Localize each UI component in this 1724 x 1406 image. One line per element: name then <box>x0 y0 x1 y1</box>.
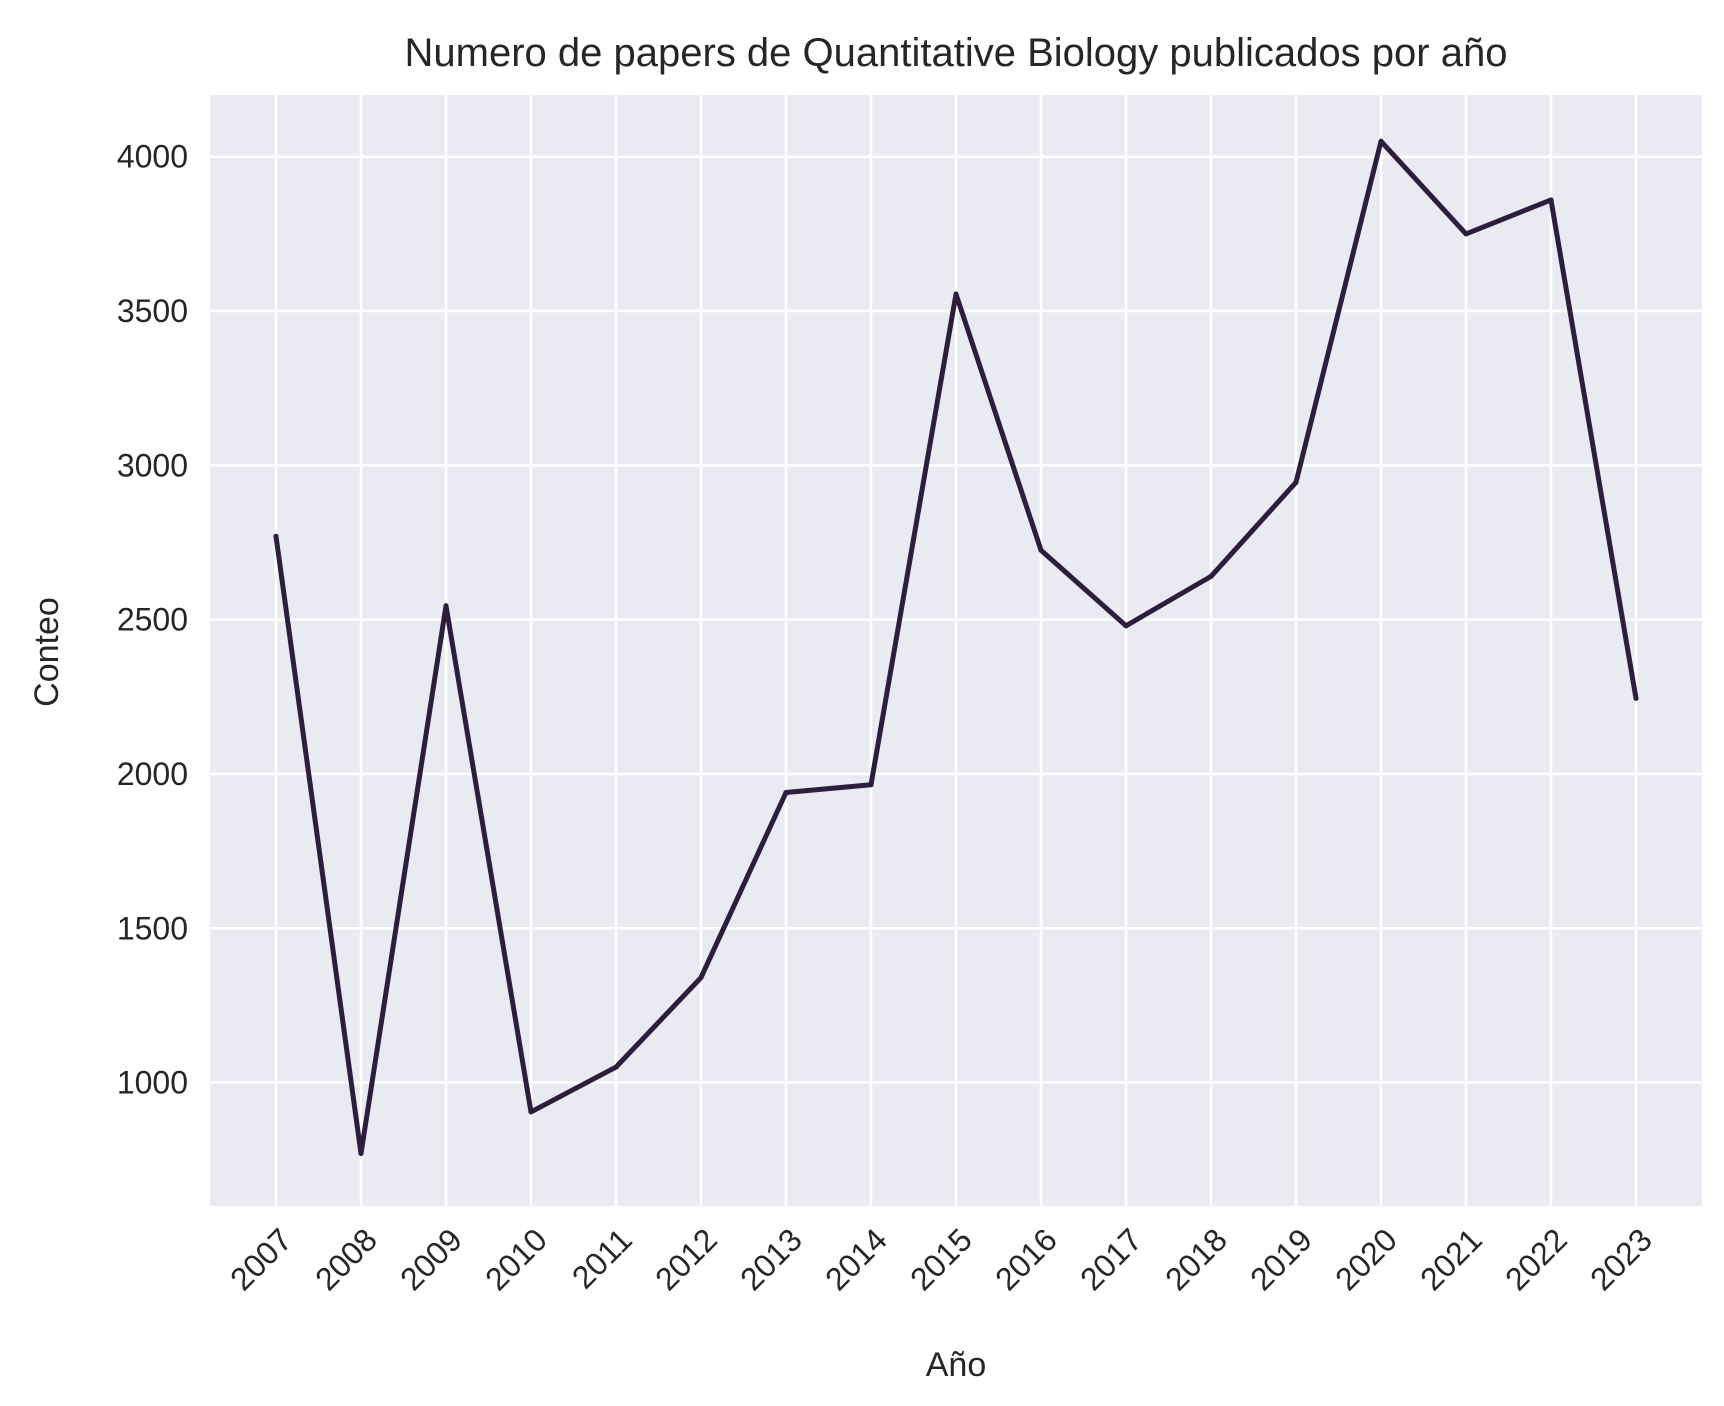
data-point <box>1463 231 1469 237</box>
y-tick-label: 3500 <box>117 293 188 329</box>
x-tick-label: 2007 <box>223 1221 299 1297</box>
x-tick-label: 2021 <box>1413 1221 1489 1297</box>
x-tick-label: 2014 <box>818 1221 894 1297</box>
y-tick-label: 4000 <box>117 139 188 175</box>
data-point <box>1123 623 1129 629</box>
y-tick-labels: 1000 1500 2000 2500 3000 3500 4000 <box>117 139 188 1101</box>
x-tick-label: 2023 <box>1583 1221 1659 1297</box>
y-tick-label: 2000 <box>117 756 188 792</box>
x-tick-label: 2008 <box>308 1221 384 1297</box>
y-tick-label: 3000 <box>117 447 188 483</box>
y-tick-label: 1000 <box>117 1065 188 1101</box>
data-point <box>1548 197 1554 203</box>
grid <box>210 95 1702 1206</box>
y-axis-label: Conteo <box>28 597 66 707</box>
x-tick-label: 2018 <box>1158 1221 1234 1297</box>
x-tick-label: 2015 <box>903 1221 979 1297</box>
x-tick-label: 2020 <box>1328 1221 1404 1297</box>
data-point <box>698 975 704 981</box>
x-tick-label: 2019 <box>1243 1221 1319 1297</box>
x-tick-label: 2022 <box>1498 1221 1574 1297</box>
data-point <box>613 1064 619 1070</box>
data-point <box>868 782 874 788</box>
data-point <box>273 533 279 539</box>
x-axis-label: Año <box>926 1346 987 1384</box>
data-point <box>443 603 449 609</box>
x-tick-label: 2012 <box>648 1221 724 1297</box>
x-tick-label: 2016 <box>988 1221 1064 1297</box>
data-point <box>783 789 789 795</box>
data-point <box>528 1109 534 1115</box>
x-tick-labels: 2007 2008 2009 2010 2011 2012 2013 2014 2015 2016… <box>223 1221 1659 1297</box>
data-point <box>1208 573 1214 579</box>
x-tick-label: 2013 <box>733 1221 809 1297</box>
data-point <box>1038 547 1044 553</box>
y-tick-label: 1500 <box>117 910 188 946</box>
data-point <box>358 1151 364 1157</box>
y-tick-label: 2500 <box>117 602 188 638</box>
data-point <box>953 291 959 297</box>
line-series <box>273 138 1639 1157</box>
chart-title: Numero de papers de Quantitative Biology… <box>405 31 1508 75</box>
x-tick-label: 2010 <box>478 1221 554 1297</box>
data-point <box>1378 138 1384 144</box>
data-point <box>1633 695 1639 701</box>
x-tick-label: 2017 <box>1073 1221 1149 1297</box>
data-point <box>1293 479 1299 485</box>
x-tick-label: 2009 <box>393 1221 469 1297</box>
x-tick-label: 2011 <box>565 1221 639 1295</box>
